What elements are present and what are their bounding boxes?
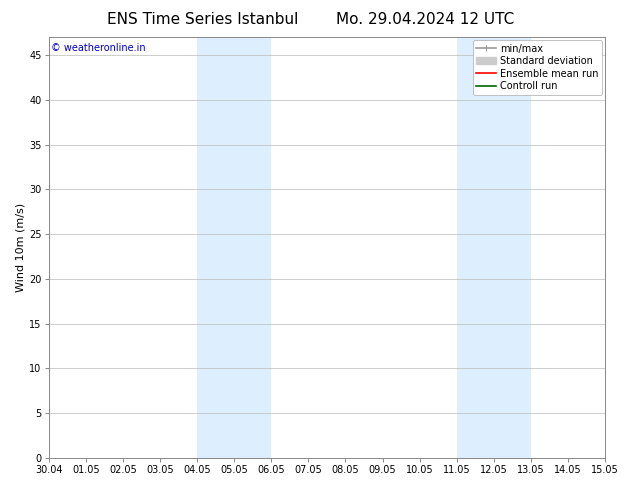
Text: ENS Time Series Istanbul: ENS Time Series Istanbul <box>107 12 299 27</box>
Bar <box>197 37 271 458</box>
Legend: min/max, Standard deviation, Ensemble mean run, Controll run: min/max, Standard deviation, Ensemble me… <box>472 40 602 95</box>
Bar <box>456 37 531 458</box>
Text: Mo. 29.04.2024 12 UTC: Mo. 29.04.2024 12 UTC <box>335 12 514 27</box>
Y-axis label: Wind 10m (m/s): Wind 10m (m/s) <box>15 203 25 292</box>
Text: © weatheronline.in: © weatheronline.in <box>51 44 146 53</box>
